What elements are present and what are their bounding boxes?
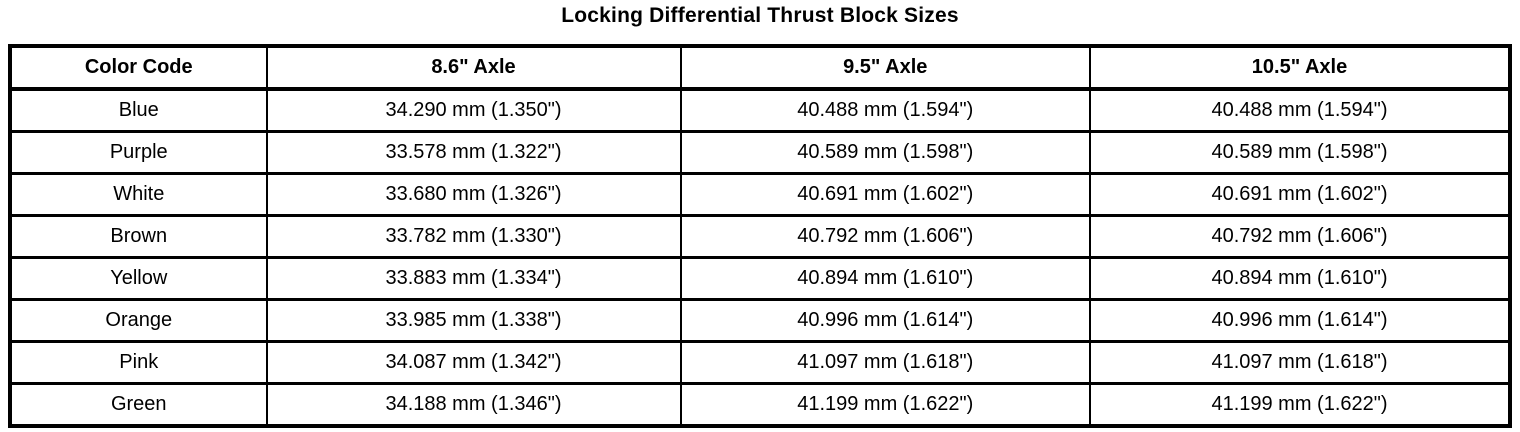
table-row: White 33.680 mm (1.326") 40.691 mm (1.602"…: [9, 172, 1511, 217]
table-row: Pink 34.087 mm (1.342") 41.097 mm (1.618")…: [9, 340, 1511, 385]
table-row: Yellow 33.883 mm (1.334") 40.894 mm (1.610…: [9, 256, 1511, 301]
header-row: Color Code 8.6" Axle 9.5" Axle 10.5" Axl…: [9, 44, 1511, 91]
axle-86-size-cell: 33.578 mm (1.322"): [265, 130, 682, 175]
axle-95-size-cell: 40.589 mm (1.598"): [679, 130, 1091, 175]
axle-86-size-cell: 34.087 mm (1.342"): [265, 340, 682, 385]
page-title: Locking Differential Thrust Block Sizes: [561, 4, 959, 27]
header-axle-95: 9.5" Axle: [679, 44, 1091, 91]
color-code-cell: Orange: [9, 298, 268, 343]
table-row: Purple 33.578 mm (1.322") 40.589 mm (1.598…: [9, 130, 1511, 175]
axle-86-size-cell: 34.290 mm (1.350"): [265, 87, 682, 133]
axle-105-size-cell: 40.589 mm (1.598"): [1089, 130, 1511, 175]
axle-86-size-cell: 33.883 mm (1.334"): [265, 256, 682, 301]
axle-95-size-cell: 40.488 mm (1.594"): [679, 87, 1091, 133]
axle-95-size-cell: 40.894 mm (1.610"): [679, 256, 1091, 301]
color-code-cell: Green: [9, 382, 268, 428]
axle-105-size-cell: 41.097 mm (1.618"): [1089, 340, 1511, 385]
axle-105-size-cell: 41.199 mm (1.622"): [1089, 382, 1511, 428]
color-code-cell: Yellow: [9, 256, 268, 301]
header-axle-105: 10.5" Axle: [1089, 44, 1511, 91]
axle-95-size-cell: 40.996 mm (1.614"): [679, 298, 1091, 343]
color-code-cell: Blue: [9, 87, 268, 133]
axle-86-size-cell: 33.680 mm (1.326"): [265, 172, 682, 217]
color-code-cell: Pink: [9, 340, 268, 385]
table-row: Orange 33.985 mm (1.338") 40.996 mm (1.614…: [9, 298, 1511, 343]
table-header: Color Code 8.6" Axle 9.5" Axle 10.5" Axl…: [9, 44, 1511, 91]
axle-95-size-cell: 40.792 mm (1.606"): [679, 214, 1091, 259]
axle-95-size-cell: 41.199 mm (1.622"): [679, 382, 1091, 428]
header-axle-86: 8.6" Axle: [265, 44, 682, 91]
color-code-cell: Brown: [9, 214, 268, 259]
color-code-cell: White: [9, 172, 268, 217]
thrust-block-sizes-table: Color Code 8.6" Axle 9.5" Axle 10.5" Axl…: [8, 44, 1512, 428]
table-body: Blue 34.290 mm (1.350") 40.488 mm (1.594")…: [9, 87, 1511, 428]
header-color-code: Color Code: [9, 44, 268, 91]
axle-95-size-cell: 41.097 mm (1.618"): [679, 340, 1091, 385]
axle-95-size-cell: 40.691 mm (1.602"): [679, 172, 1091, 217]
table-row: Blue 34.290 mm (1.350") 40.488 mm (1.594")…: [9, 87, 1511, 133]
table-row: Brown 33.782 mm (1.330") 40.792 mm (1.606"…: [9, 214, 1511, 259]
axle-86-size-cell: 33.985 mm (1.338"): [265, 298, 682, 343]
axle-105-size-cell: 40.792 mm (1.606"): [1089, 214, 1511, 259]
axle-105-size-cell: 40.996 mm (1.614"): [1089, 298, 1511, 343]
axle-105-size-cell: 40.691 mm (1.602"): [1089, 172, 1511, 217]
axle-86-size-cell: 33.782 mm (1.330"): [265, 214, 682, 259]
axle-105-size-cell: 40.894 mm (1.610"): [1089, 256, 1511, 301]
axle-105-size-cell: 40.488 mm (1.594"): [1089, 87, 1511, 133]
color-code-cell: Purple: [9, 130, 268, 175]
axle-86-size-cell: 34.188 mm (1.346"): [265, 382, 682, 428]
table-row: Green 34.188 mm (1.346") 41.199 mm (1.622"…: [9, 382, 1511, 428]
